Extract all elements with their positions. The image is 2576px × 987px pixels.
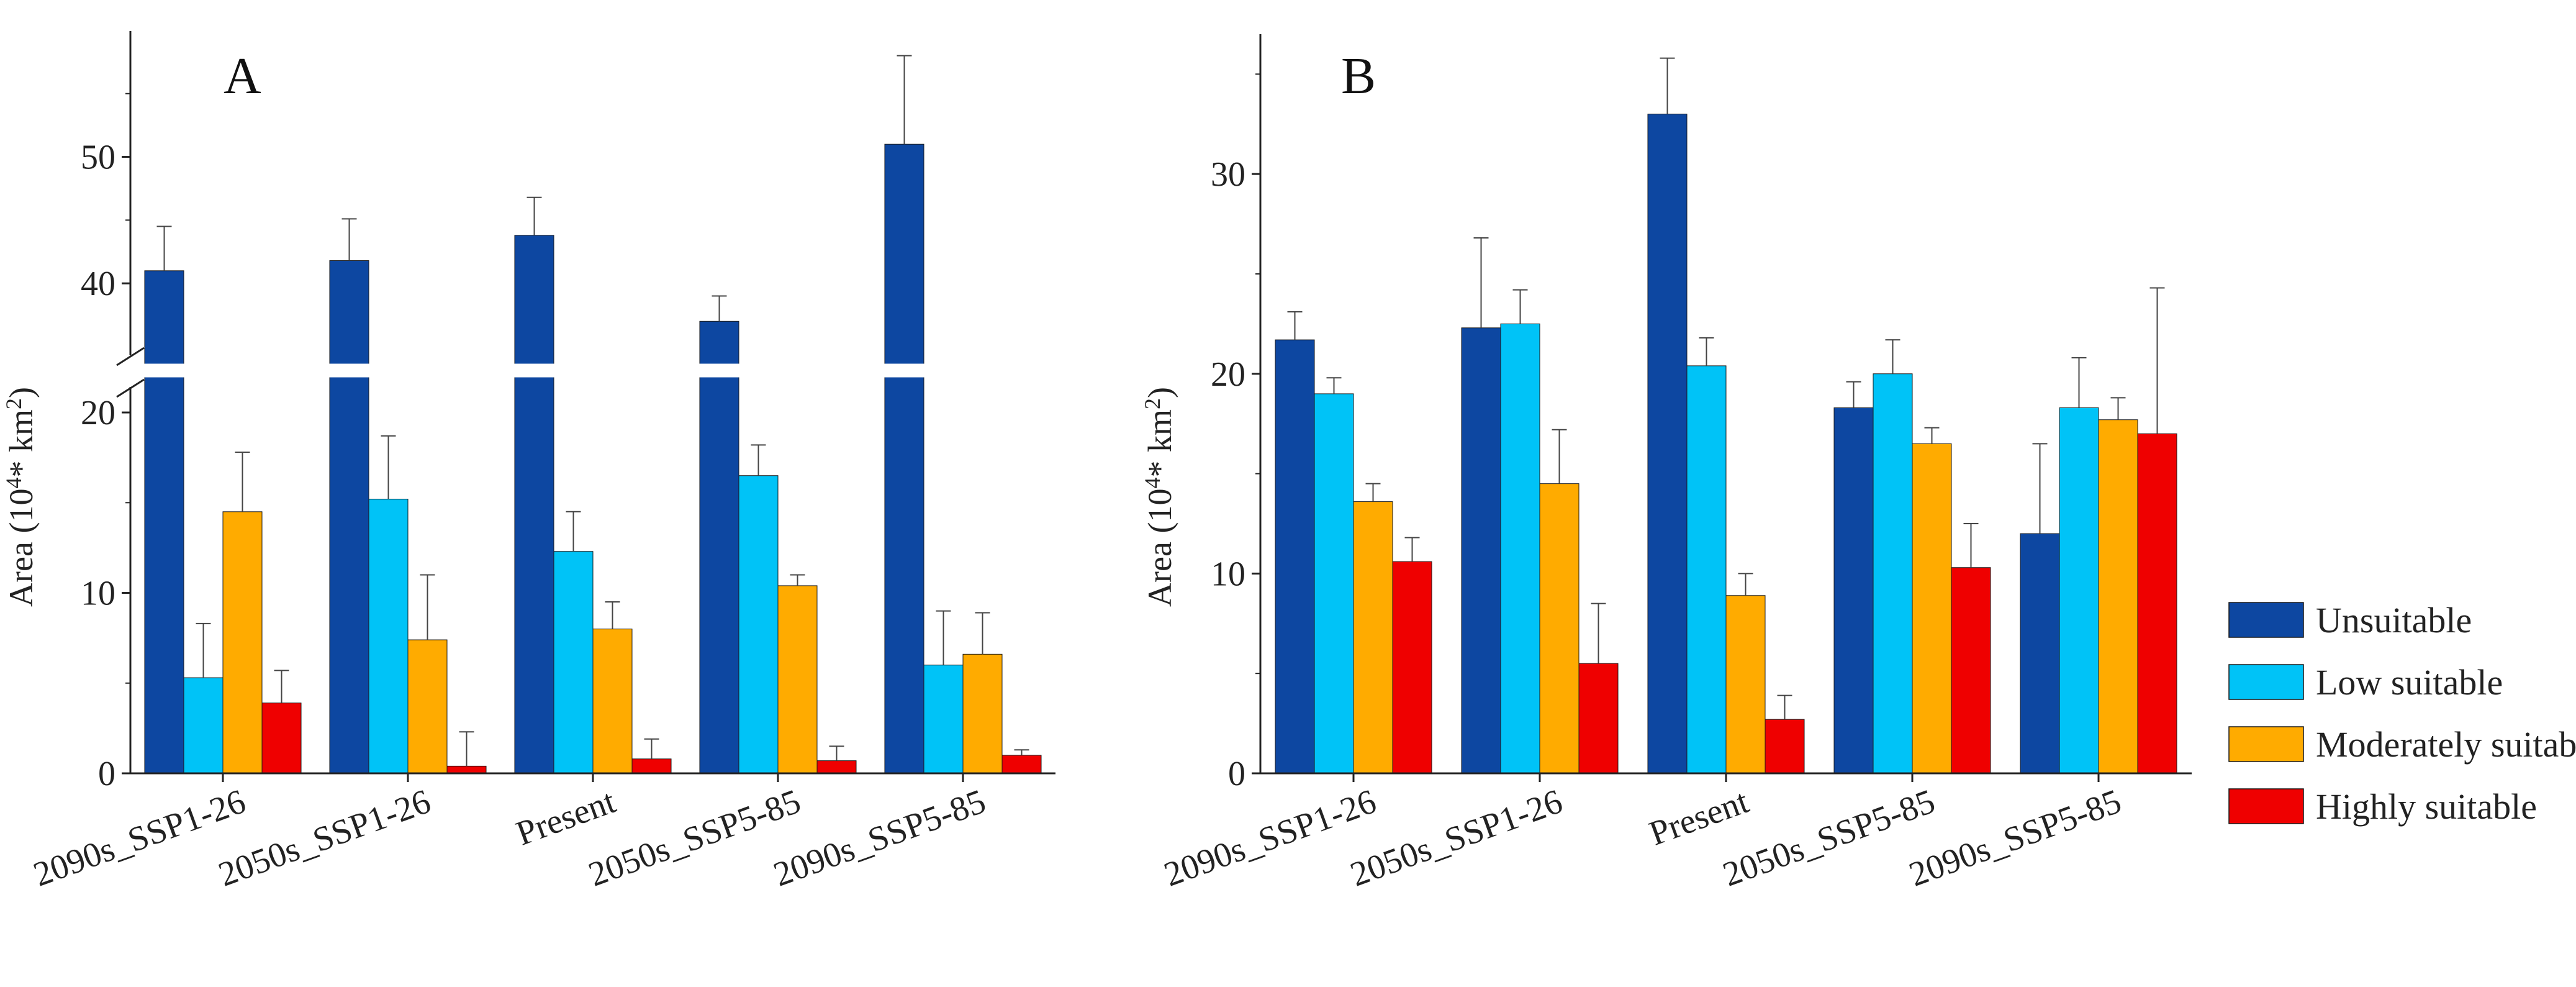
panel-b-category-label: 2090s_SSP5-85 [1904,782,2126,894]
legend-label-unsuitable: Unsuitable [2316,600,2472,640]
panel-b-category-label: 2050s_SSP1-26 [1345,782,1567,894]
panel-b-bar-2050s-ssp1-26-moderately-suitable [1539,483,1579,774]
panel-a-bar-2050s-ssp5-85-unsuitable [699,321,739,774]
panel-a-y-tick-label: 50 [81,139,115,177]
panel-a-category-label: 2090s_SSP5-85 [769,782,990,894]
panel-a-bar-present-highly-suitable [631,758,672,774]
panel-b-bar-2090s-ssp1-26-moderately-suitable [1353,501,1393,774]
panel-a-y-tick-label: 20 [81,394,115,432]
panel-b-letter: B [1341,47,1376,105]
panel-b-bar-present-unsuitable [1647,114,1688,774]
panel-b-y-tick-label: 30 [1211,155,1245,194]
panel-b-bar-2050s-ssp5-85-low-suitable [1873,373,1913,774]
panel-a-y-tick-label: 40 [81,265,115,303]
panel-a-bar-2090s-ssp5-85-unsuitable [884,143,924,774]
panel-b-ylabel-exp1: 4 [1140,478,1165,489]
panel-b-bar-present-moderately-suitable [1725,595,1766,774]
panel-b-category-label: 2090s_SSP1-26 [1159,782,1381,894]
panel-b-y-tick-label: 0 [1228,755,1245,793]
panel-a: A Area (104* km2) 2090s_SSP1-262050s_SSP… [1,31,1055,894]
panel-a-ylabel-exp1: 4 [1,478,26,489]
panel-b-bar-present-highly-suitable [1765,719,1805,774]
panel-a-bar-2090s-ssp5-85-highly-suitable [1001,755,1042,774]
panel-a-bar-2090s-ssp1-26-highly-suitable [261,703,302,774]
panel-b-bar-2050s-ssp5-85-unsuitable [1833,407,1874,774]
panel-a-bar-break-gap [328,363,370,378]
panel-a-ylabel-prefix: Area (10 [2,489,40,607]
legend-swatch-unsuitable [2228,602,2304,638]
panel-b-bar-present-low-suitable [1686,365,1727,774]
panel-a-category-label: 2090s_SSP1-26 [29,782,250,894]
panel-b-bar-2050s-ssp5-85-moderately-suitable [1912,443,1952,774]
panel-a-ylabel-suffix: ) [2,387,40,398]
panel-b-ylabel-exp2: 2 [1140,398,1165,409]
legend-label-moderately-suitable: Moderately suitable [2316,724,2576,765]
legend-swatch-low-suitable [2228,664,2304,700]
panel-a-category-label: 2050s_SSP5-85 [584,782,805,894]
panel-a-bar-present-unsuitable [514,235,554,774]
panel-b-category-label: Present [1644,782,1754,853]
legend-swatch-moderately-suitable [2228,726,2304,762]
legend-label-low-suitable: Low suitable [2316,662,2503,703]
panel-a-bar-2090s-ssp5-85-low-suitable [923,665,964,774]
panel-a-bar-present-low-suitable [553,551,594,774]
panel-b-bar-2090s-ssp1-26-unsuitable [1275,339,1315,774]
panel-a-category-label: 2050s_SSP1-26 [214,782,435,894]
panel-a-bar-2090s-ssp5-85-moderately-suitable [962,653,1003,774]
panel-a-bar-2050s-ssp1-26-highly-suitable [446,765,487,774]
panel-a-bar-break-gap [884,363,925,378]
panel-a-bar-2050s-ssp5-85-low-suitable [738,475,779,774]
panel-a-bar-2090s-ssp1-26-low-suitable [183,677,224,774]
panel-a-bar-2090s-ssp1-26-unsuitable [144,270,184,774]
panel-a-bar-break-gap [143,363,185,378]
panel-a-y-tick-label: 0 [98,755,115,793]
panel-b-y-tick-label: 20 [1211,355,1245,394]
panel-b-ylabel-prefix: Area (10 [1141,489,1178,607]
panel-b-bar-2050s-ssp1-26-low-suitable [1500,323,1540,774]
legend-swatch-highly-suitable [2228,788,2304,824]
panel-a-bar-2050s-ssp1-26-low-suitable [368,498,409,774]
panel-b-bar-2050s-ssp1-26-unsuitable [1461,327,1501,774]
panel-a-bar-2050s-ssp1-26-moderately-suitable [407,639,448,774]
panel-a-bar-break-gap [698,363,740,378]
panel-a-y-tick-label: 10 [81,575,115,613]
panel-b-bar-2090s-ssp5-85-moderately-suitable [2098,419,2138,774]
panel-b-bar-2050s-ssp5-85-highly-suitable [1951,567,1991,774]
legend: Unsuitable Low suitable Moderately suitabl… [2228,600,2576,827]
panel-a-bar-present-moderately-suitable [592,629,633,774]
panel-a-ylabel-mid: * km [2,409,40,478]
panel-b-y-axis-title: Area (104* km2) [1140,387,1178,607]
panel-b-y-tick-label: 10 [1211,555,1245,593]
panel-a-bar-2050s-ssp5-85-moderately-suitable [777,585,818,774]
panel-a-bar-break-gap [513,363,555,378]
panel-a-bar-2090s-ssp1-26-moderately-suitable [222,511,263,774]
panel-a-axis-break-mark [116,378,145,398]
panel-b-bar-2050s-ssp1-26-highly-suitable [1578,663,1619,774]
panel-a-bar-2050s-ssp1-26-unsuitable [329,260,369,774]
panel-b-bar-2090s-ssp5-85-low-suitable [2059,407,2099,774]
panel-b-bar-2090s-ssp1-26-low-suitable [1314,393,1354,774]
panel-b-bar-2090s-ssp5-85-highly-suitable [2137,433,2177,774]
panel-b-ylabel-mid: * km [1141,409,1178,478]
panel-a-ylabel-exp2: 2 [1,398,26,409]
legend-label-highly-suitable: Highly suitable [2316,786,2537,827]
panel-a-letter: A [224,47,261,105]
panel-a-bar-2050s-ssp5-85-highly-suitable [816,760,857,774]
panel-a-category-label: Present [511,782,621,853]
panel-b-bar-2090s-ssp1-26-highly-suitable [1392,561,1432,774]
panel-b-ylabel-suffix: ) [1141,387,1178,398]
panel-a-axis-break-mark [116,347,145,366]
panel-a-y-axis-title: Area (104* km2) [1,387,40,607]
panel-b-bar-2090s-ssp5-85-unsuitable [2020,533,2060,774]
panel-b: B Area (104* km2) 2090s_SSP1-262050s_SSP… [1140,34,2192,894]
panel-b-category-label: 2050s_SSP5-85 [1718,782,1940,894]
